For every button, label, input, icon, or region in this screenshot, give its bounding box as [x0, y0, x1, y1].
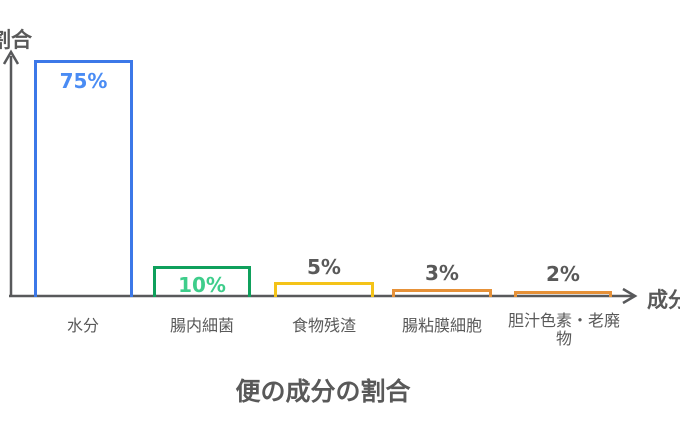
- bar-water: 75%: [34, 60, 133, 297]
- x-axis-label: 成分: [647, 288, 680, 312]
- bar-value-label-mucosal-cells: 3%: [425, 261, 459, 285]
- bar-gut-bacteria: 10%: [153, 266, 251, 297]
- chart-title: 便の成分の割合: [235, 377, 411, 406]
- bar-mucosal-cells: [392, 289, 492, 297]
- x-axis-arrow-icon: [622, 287, 638, 305]
- bar-value-label-bile-pigment-waste: 2%: [546, 262, 580, 286]
- bar-value-label-gut-bacteria: 10%: [178, 273, 226, 297]
- bar-value-label-water: 75%: [59, 69, 108, 93]
- y-axis-label: 割合: [0, 28, 32, 52]
- category-label-bile-pigment-waste: 胆汁色素・老廃物: [507, 311, 620, 349]
- category-label-food-residue: 食物残渣: [291, 316, 356, 335]
- bar-food-residue: [274, 282, 374, 297]
- bar-bile-pigment-waste: [514, 291, 612, 297]
- category-label-water: 水分: [66, 316, 99, 335]
- category-label-gut-bacteria: 腸内細菌: [169, 316, 234, 335]
- category-label-mucosal-cells: 腸粘膜細胞: [401, 316, 482, 335]
- bar-value-label-food-residue: 5%: [307, 255, 341, 279]
